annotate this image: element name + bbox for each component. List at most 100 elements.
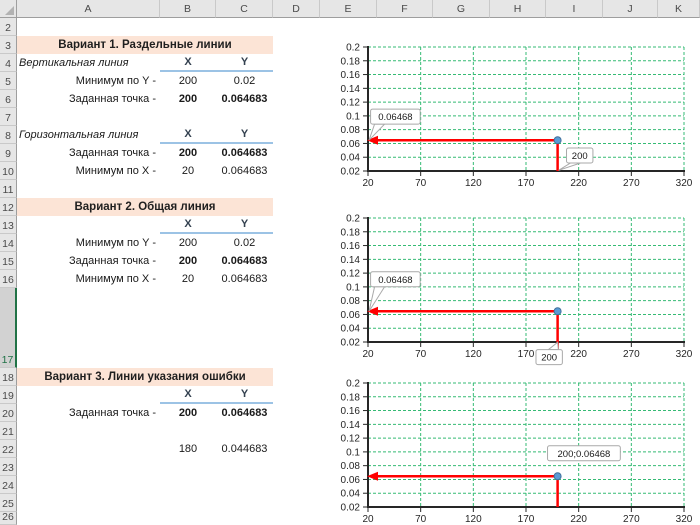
row-header-20[interactable]: 20 xyxy=(0,404,17,422)
row-header-24[interactable]: 24 xyxy=(0,476,17,494)
cell-C20[interactable]: 0.064683 xyxy=(221,407,268,419)
column-header-D[interactable]: D xyxy=(273,0,320,18)
row-header-6[interactable]: 6 xyxy=(0,90,17,108)
row-header-17[interactable]: 17 xyxy=(0,288,17,368)
row-header-12[interactable]: 12 xyxy=(0,198,17,216)
cell-C16[interactable]: 0.064683 xyxy=(221,273,268,285)
data-point-marker[interactable] xyxy=(553,307,562,316)
row-header-21[interactable]: 21 xyxy=(0,422,17,440)
row-header-8[interactable]: 8 xyxy=(0,126,17,144)
cell-C8[interactable]: Y xyxy=(216,126,273,144)
cell-C9[interactable]: 0.064683 xyxy=(221,147,268,159)
row-header-9[interactable]: 9 xyxy=(0,144,17,162)
y-tick-label: 0.14 xyxy=(341,420,361,431)
y-tick-label: 0.04 xyxy=(341,324,361,335)
chart-variant-2[interactable]: 0.02 0.04 0.06 0.08 0.1 0.12 0.14 0.16 0.18 0.2 20… xyxy=(330,196,700,368)
row-header-18[interactable]: 18 xyxy=(0,368,17,386)
cell-C5[interactable]: 0.02 xyxy=(233,75,256,87)
y-tick-label: 0.2 xyxy=(346,43,360,54)
callout-box[interactable] xyxy=(566,147,594,164)
column-header-B[interactable]: B xyxy=(160,0,216,18)
cell-B15[interactable]: 200 xyxy=(178,255,198,267)
cell-C15[interactable]: 0.064683 xyxy=(221,255,268,267)
cell-B5[interactable]: 200 xyxy=(178,75,198,87)
column-header-G[interactable]: G xyxy=(433,0,490,18)
column-header-K[interactable]: K xyxy=(658,0,700,18)
data-point-marker[interactable] xyxy=(553,472,562,481)
x-tick-label: 120 xyxy=(465,514,482,525)
cell-A8[interactable]: Горизонтальная линия xyxy=(19,129,139,141)
x-tick-label: 70 xyxy=(415,514,427,525)
cell-A16[interactable]: Минимум по X - xyxy=(75,273,156,285)
cell-B9[interactable]: 200 xyxy=(178,147,198,159)
cell-A10[interactable]: Минимум по X - xyxy=(75,165,156,177)
row-header-16[interactable]: 16 xyxy=(0,270,17,288)
chart-variant-3[interactable]: 0.02 0.04 0.06 0.08 0.1 0.12 0.14 0.16 0.18 0.2 20… xyxy=(330,361,700,525)
cell-B4[interactable]: X xyxy=(160,54,216,72)
callout-box[interactable] xyxy=(547,445,621,462)
y-tick-label: 0.04 xyxy=(341,153,361,164)
cell-A5[interactable]: Минимум по Y - xyxy=(75,75,156,87)
cell-C14[interactable]: 0.02 xyxy=(233,237,256,249)
cell-B19[interactable]: X xyxy=(160,386,216,404)
callout-box[interactable] xyxy=(370,271,421,288)
column-header-E[interactable]: E xyxy=(320,0,377,18)
row-header-4[interactable]: 4 xyxy=(0,54,17,72)
row-header-14[interactable]: 14 xyxy=(0,234,17,252)
cell-B8[interactable]: X xyxy=(160,126,216,144)
row-header-19[interactable]: 19 xyxy=(0,386,17,404)
x-tick-label: 220 xyxy=(570,178,587,189)
row-header-11[interactable]: 11 xyxy=(0,180,17,198)
cell-A14[interactable]: Минимум по Y - xyxy=(75,237,156,249)
callout-box[interactable] xyxy=(370,108,421,125)
column-header-F[interactable]: F xyxy=(377,0,433,18)
callout-text: 0.06468 xyxy=(378,112,412,123)
cell-A3[interactable]: Вариант 1. Раздельные линии xyxy=(17,36,273,54)
cell-A4[interactable]: Вертикальная линия xyxy=(19,57,129,69)
column-header-A[interactable]: A xyxy=(17,0,160,18)
column-header-C[interactable]: C xyxy=(216,0,273,18)
row-header-15[interactable]: 15 xyxy=(0,252,17,270)
row-header-25[interactable]: 25 xyxy=(0,494,17,512)
row-header-10[interactable]: 10 xyxy=(0,162,17,180)
row-header-7[interactable]: 7 xyxy=(0,108,17,126)
data-point-marker[interactable] xyxy=(553,136,562,145)
cell-B16[interactable]: 20 xyxy=(181,273,195,285)
cell-A20[interactable]: Заданная точка - xyxy=(69,407,156,419)
cell-A9[interactable]: Заданная точка - xyxy=(69,147,156,159)
cell-C19[interactable]: Y xyxy=(216,386,273,404)
cell-B22[interactable]: 180 xyxy=(178,443,198,455)
row-header-5[interactable]: 5 xyxy=(0,72,17,90)
chart-variant-1[interactable]: 0.02 0.04 0.06 0.08 0.1 0.12 0.14 0.16 0.18 0.2 20… xyxy=(330,25,700,191)
cell-C10[interactable]: 0.064683 xyxy=(221,165,268,177)
y-tick-label: 0.02 xyxy=(341,167,361,178)
cell-A6[interactable]: Заданная точка - xyxy=(69,93,156,105)
cell-C6[interactable]: 0.064683 xyxy=(221,93,268,105)
row-header-22[interactable]: 22 xyxy=(0,440,17,458)
cell-C13[interactable]: Y xyxy=(216,216,273,234)
cell-A18[interactable]: Вариант 3. Линии указания ошибки xyxy=(17,368,273,386)
row-header-13[interactable]: 13 xyxy=(0,216,17,234)
cell-B13[interactable]: X xyxy=(160,216,216,234)
cell-A12[interactable]: Вариант 2. Общая линия xyxy=(17,198,273,216)
column-header-H[interactable]: H xyxy=(490,0,546,18)
callout-text: 200 xyxy=(572,151,588,162)
select-all-corner[interactable] xyxy=(0,0,17,18)
row-header-26[interactable]: 26 xyxy=(0,511,17,525)
row-header-2[interactable]: 2 xyxy=(0,18,17,36)
callout-box[interactable] xyxy=(535,349,563,366)
column-header-I[interactable]: I xyxy=(546,0,603,18)
y-tick-label: 0.06 xyxy=(341,310,361,321)
cell-C4[interactable]: Y xyxy=(216,54,273,72)
cell-B14[interactable]: 200 xyxy=(178,237,198,249)
cell-C22[interactable]: 0.044683 xyxy=(221,443,268,455)
row-header-23[interactable]: 23 xyxy=(0,458,17,476)
row-header-3[interactable]: 3 xyxy=(0,36,17,54)
cell-A15[interactable]: Заданная точка - xyxy=(69,255,156,267)
cell-B10[interactable]: 20 xyxy=(181,165,195,177)
column-header-J[interactable]: J xyxy=(603,0,658,18)
y-tick-label: 0.16 xyxy=(341,406,361,417)
cell-B20[interactable]: 200 xyxy=(178,407,198,419)
cell-B6[interactable]: 200 xyxy=(178,93,198,105)
y-tick-label: 0.08 xyxy=(341,125,361,136)
